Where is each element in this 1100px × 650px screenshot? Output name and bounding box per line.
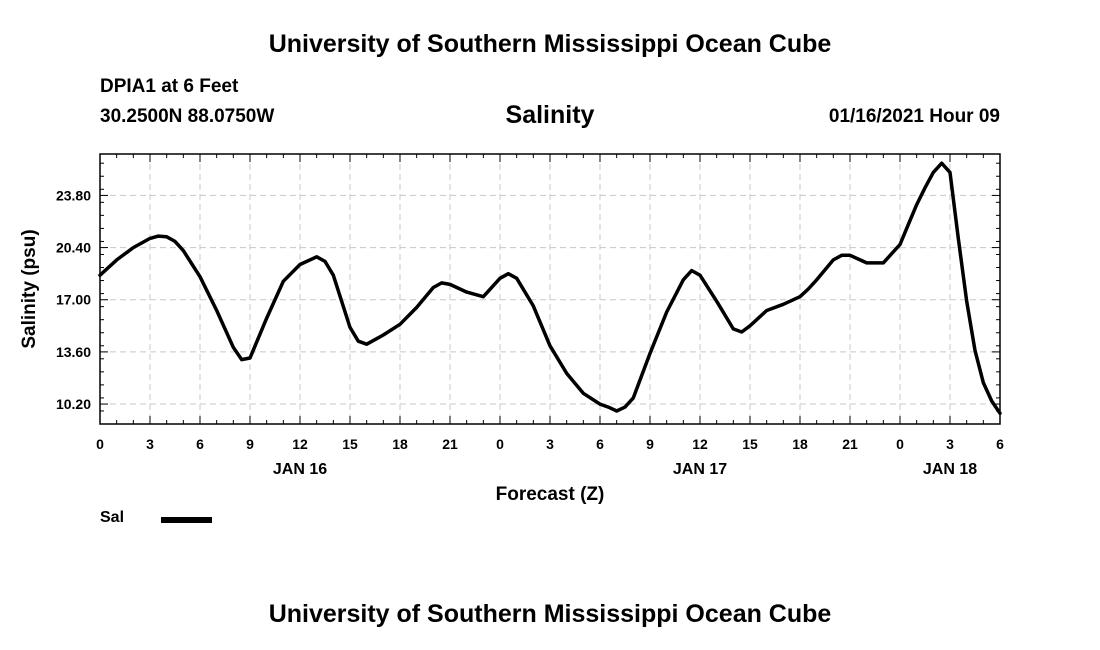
x-tick-label: 9 — [646, 436, 654, 452]
forecast-datetime: 01/16/2021 Hour 09 — [828, 106, 1000, 127]
x-tick-label: 0 — [896, 436, 904, 452]
date-label: JAN 17 — [673, 461, 727, 478]
x-tick-label: 21 — [842, 436, 858, 452]
x-tick-label: 12 — [692, 436, 708, 452]
x-axis-label: Forecast (Z) — [496, 484, 605, 505]
x-tick-label: 18 — [392, 436, 408, 452]
x-tick-label: 9 — [246, 436, 254, 452]
y-tick-label: 13.60 — [56, 344, 91, 360]
y-axis-label: Salinity (psu) — [19, 229, 40, 348]
x-tick-label: 3 — [946, 436, 954, 452]
x-tick-label: 3 — [546, 436, 554, 452]
y-tick-label: 10.20 — [56, 396, 91, 412]
y-tick-label: 17.00 — [56, 292, 91, 308]
date-label: JAN 16 — [273, 461, 327, 478]
y-tick-label: 20.40 — [56, 240, 91, 256]
x-tick-label: 15 — [342, 436, 358, 452]
x-tick-label: 21 — [442, 436, 458, 452]
y-tick-label: 23.80 — [56, 187, 91, 203]
chart-title: Salinity — [505, 101, 595, 129]
x-tick-label: 6 — [996, 436, 1004, 452]
x-tick-label: 12 — [292, 436, 308, 452]
station-name: DPIA1 at 6 Feet — [100, 76, 239, 97]
x-tick-label: 0 — [96, 436, 104, 452]
x-tick-label: 6 — [596, 436, 604, 452]
x-tick-label: 6 — [196, 436, 204, 452]
x-tick-label: 3 — [146, 436, 154, 452]
series-line-sal — [98, 161, 1002, 416]
x-tick-label: 0 — [496, 436, 504, 452]
legend-line-swatch — [161, 517, 212, 523]
chart-footer-title: University of Southern Mississippi Ocean… — [268, 600, 832, 628]
x-tick-label: 18 — [792, 436, 808, 452]
plot-frame — [99, 153, 1001, 425]
station-coordinates: 30.2500N 88.0750W — [100, 106, 275, 127]
x-tick-label: 15 — [742, 436, 758, 452]
legend-label: Sal — [100, 509, 125, 526]
date-label: JAN 18 — [923, 461, 977, 478]
chart-header-title: University of Southern Mississippi Ocean… — [268, 30, 832, 58]
